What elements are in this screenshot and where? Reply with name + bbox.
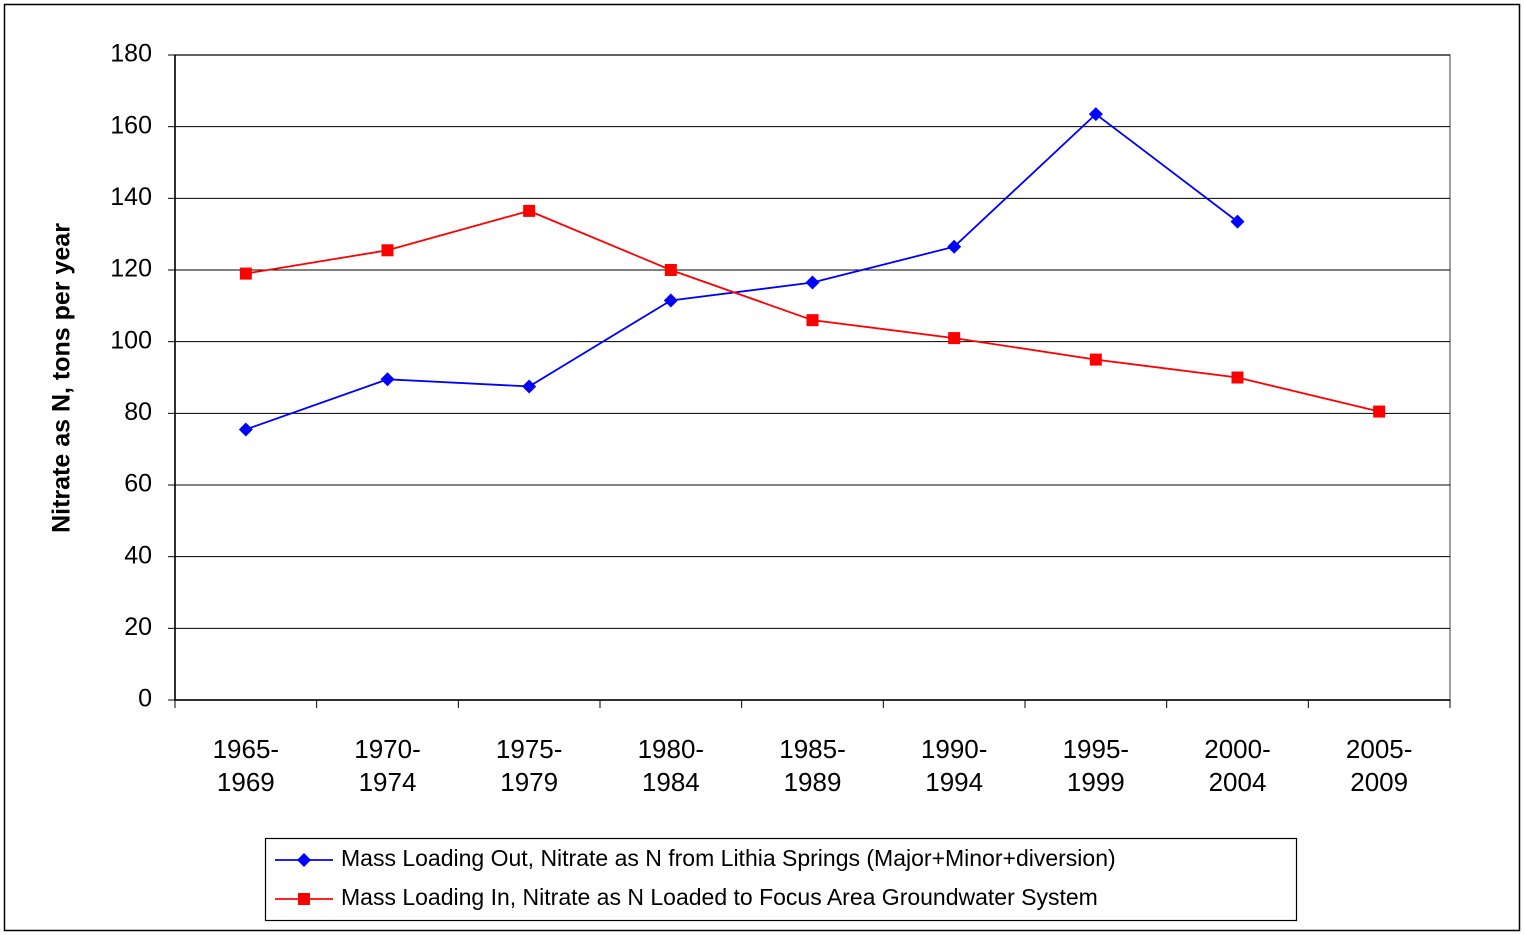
y-tick-label: 40 <box>124 541 152 569</box>
data-point <box>380 372 395 387</box>
x-tick-label: 1975-1979 <box>495 734 563 797</box>
data-point <box>805 275 820 290</box>
x-tick-label: 1995-1999 <box>1062 734 1130 797</box>
y-tick-label: 80 <box>124 398 152 426</box>
data-point <box>948 332 961 345</box>
plot-area <box>174 54 1451 701</box>
x-tick-label: 1970-1974 <box>354 734 421 797</box>
x-tick-label: 1965-1969 <box>212 734 280 797</box>
data-point <box>1230 214 1245 229</box>
data-point <box>947 239 962 254</box>
legend-label: Mass Loading Out, Nitrate as N from Lith… <box>341 845 1116 871</box>
series-line <box>245 112 1239 431</box>
data-point <box>1089 353 1102 366</box>
data-point <box>664 264 677 276</box>
y-tick-label: 60 <box>124 470 152 498</box>
x-tick-label: 1990-1994 <box>920 734 988 797</box>
data-point <box>663 293 678 308</box>
y-tick-label: 0 <box>138 685 152 713</box>
x-tick-label: 2005-2009 <box>1345 734 1413 797</box>
data-point <box>239 267 252 280</box>
y-tick-label: 100 <box>110 326 152 354</box>
data-point <box>1088 107 1103 122</box>
y-tick-label: 180 <box>110 40 152 68</box>
x-tick-label: 1980-1984 <box>637 734 705 797</box>
data-point <box>1231 371 1244 384</box>
y-tick-label: 20 <box>124 613 152 641</box>
x-tick-label: 2000-2004 <box>1204 734 1271 797</box>
data-point <box>381 244 394 257</box>
legend-marker <box>298 893 310 905</box>
y-tick-label: 160 <box>110 111 152 139</box>
data-point <box>1373 405 1386 418</box>
y-tick-label: 140 <box>110 183 152 211</box>
y-axis-title: Nitrate as N, tons per year <box>48 223 76 533</box>
data-point <box>238 422 253 437</box>
data-point <box>522 379 537 394</box>
legend-box <box>264 837 1298 922</box>
x-tick-label: 1985-1989 <box>779 734 846 797</box>
data-point <box>523 204 536 217</box>
legend-label: Mass Loading In, Nitrate as N Loaded to … <box>341 884 1098 910</box>
y-tick-label: 120 <box>110 255 152 283</box>
data-point <box>806 314 819 327</box>
legend-marker <box>297 853 311 867</box>
